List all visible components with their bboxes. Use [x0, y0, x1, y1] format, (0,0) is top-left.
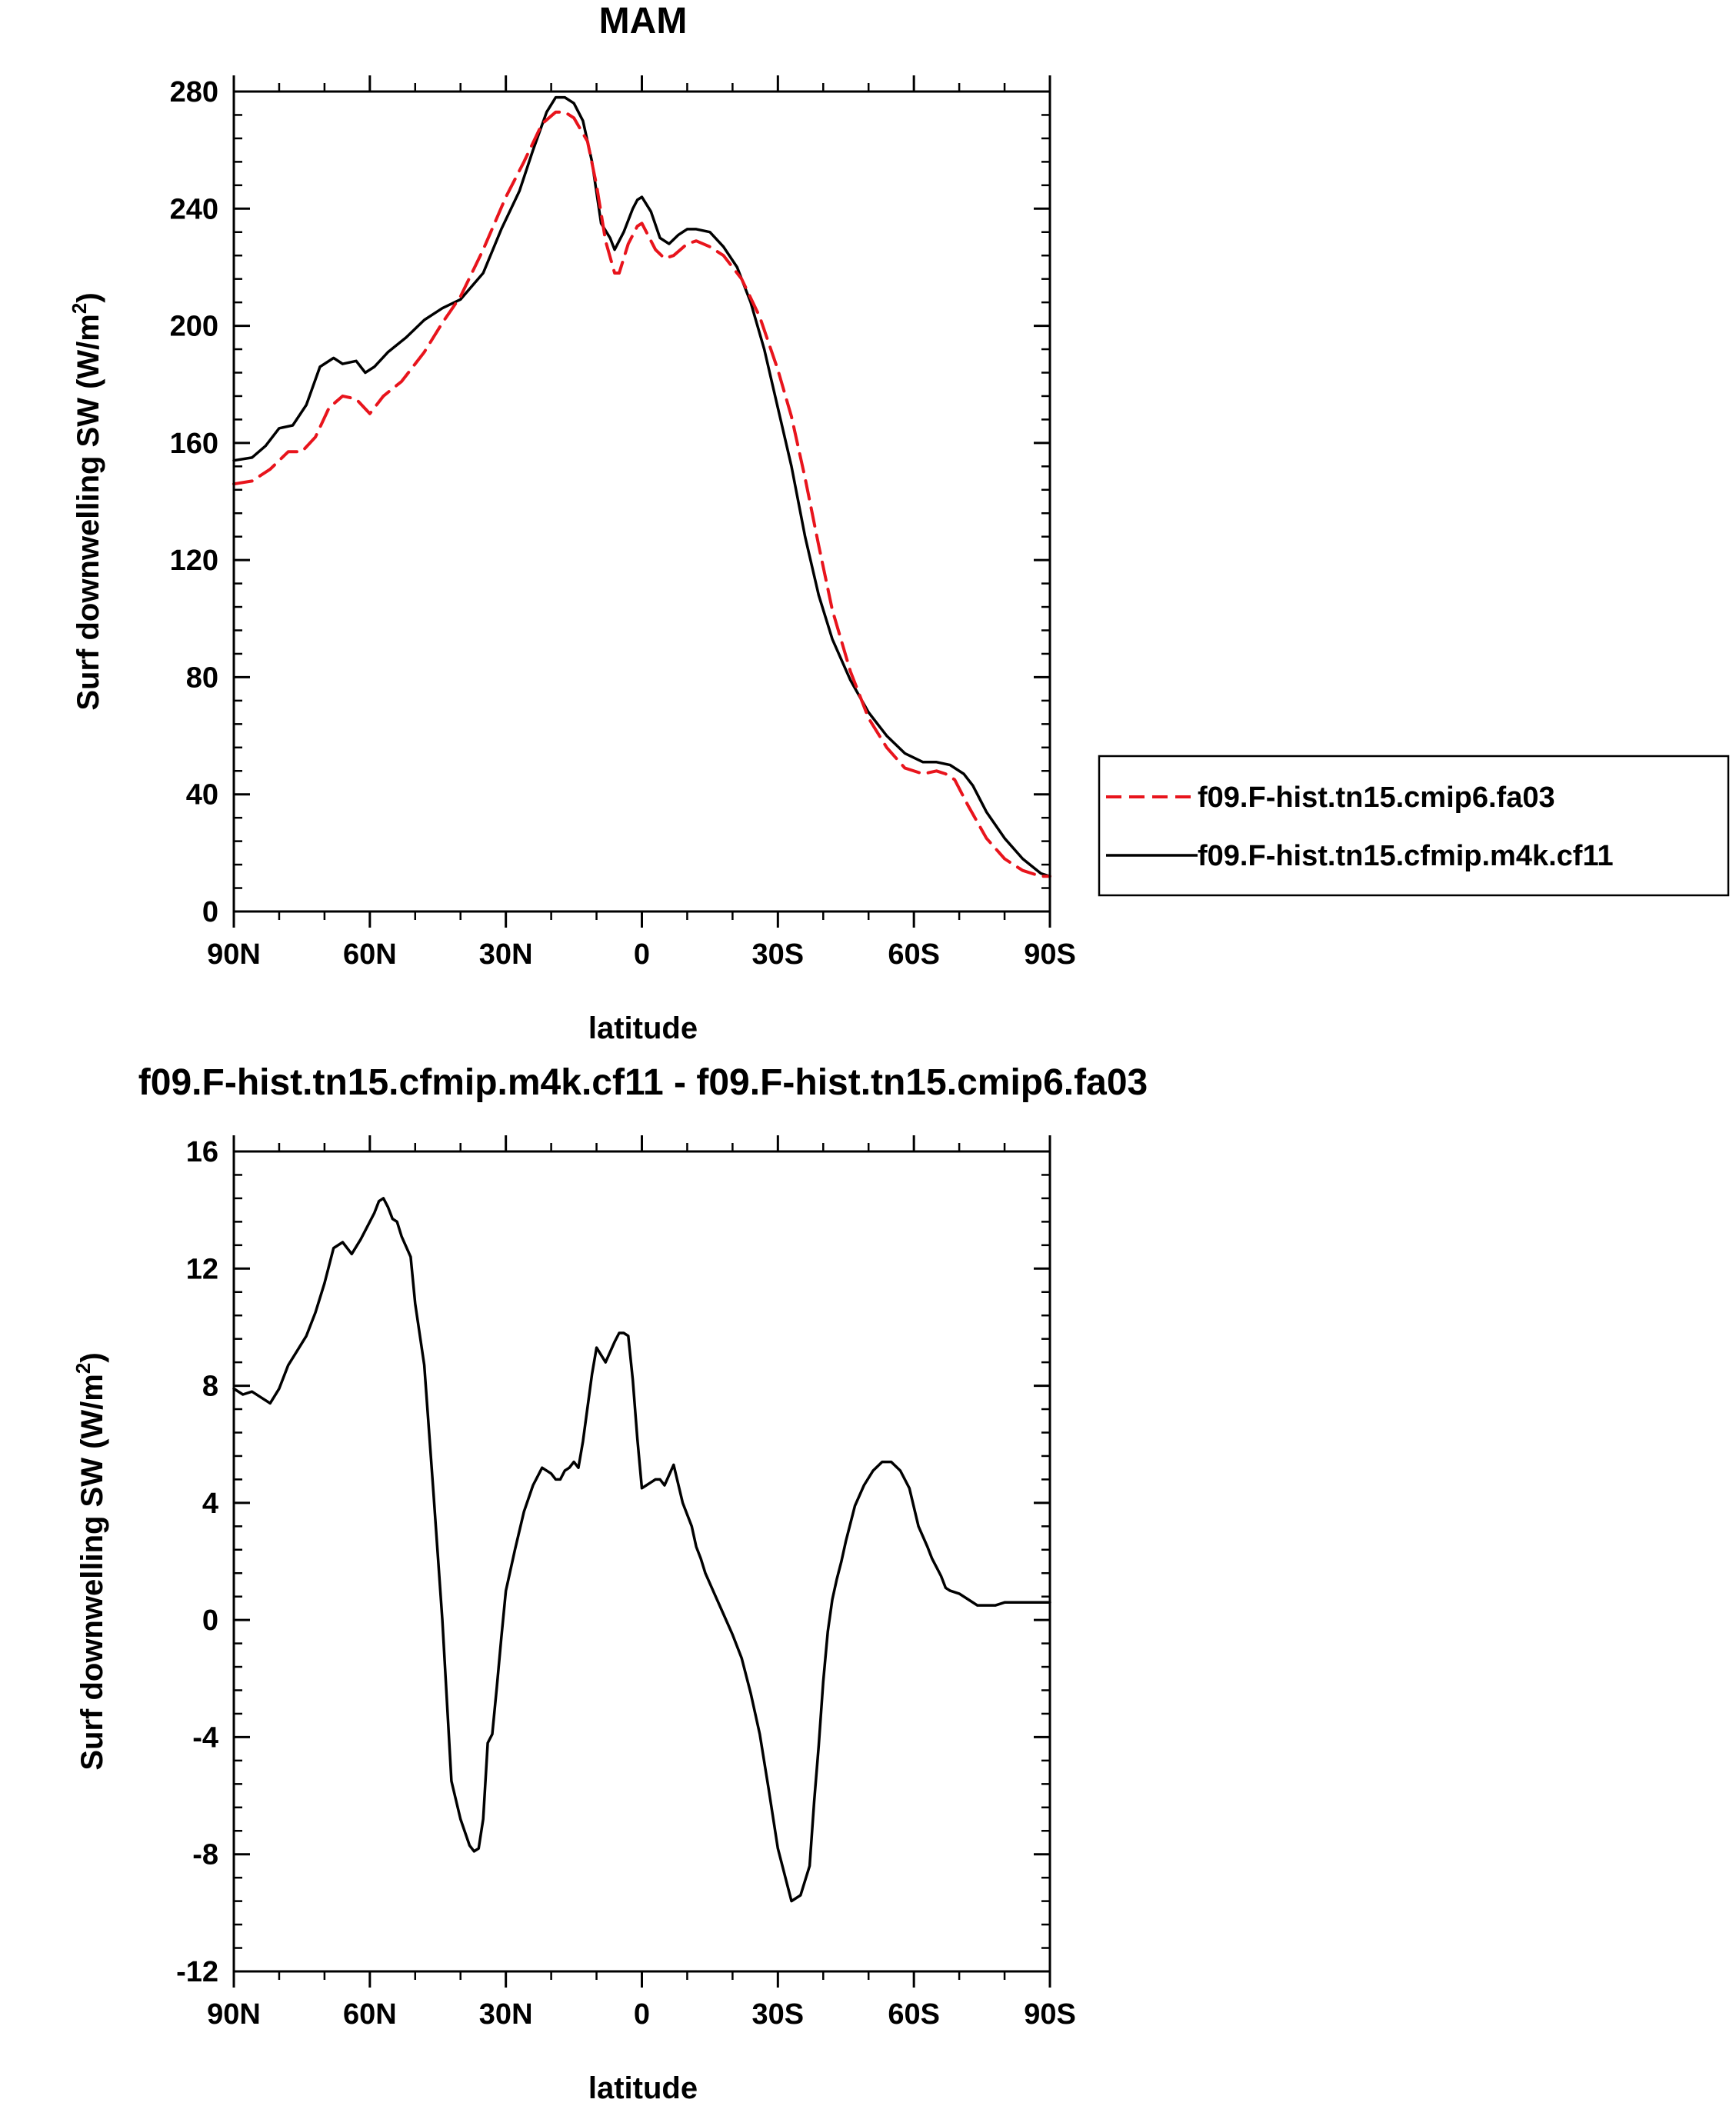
y-tick-label: 16 — [186, 1136, 218, 1168]
x-tick-label: 90S — [1024, 1998, 1076, 2031]
y-tick-label: 0 — [202, 1604, 218, 1637]
y-tick-label: 160 — [170, 428, 218, 460]
x-tick-label: 90N — [207, 938, 261, 971]
legend-label-cmip6: f09.F-hist.tn15.cmip6.fa03 — [1198, 781, 1555, 814]
y-tick-label: -12 — [176, 1956, 218, 1988]
y-tick-label: 4 — [202, 1488, 218, 1520]
x-tick-label: 60N — [343, 938, 397, 971]
y-tick-label: 40 — [186, 779, 218, 811]
legend-label-cfmip: f09.F-hist.tn15.cfmip.m4k.cf11 — [1198, 840, 1614, 872]
y-tick-labels: 0 40 80 120 160 200 240 280 — [170, 76, 218, 928]
x-tick-labels: 90N 60N 30N 0 30S 60S 90S — [207, 938, 1076, 971]
y-tick-label: -8 — [192, 1839, 218, 1871]
chart-title-mam: MAM — [599, 1, 688, 42]
y-axis-label-main: Surf downwelling SW (W/m — [75, 1374, 109, 1771]
y-axis-label-main: Surf downwelling SW (W/m — [72, 314, 105, 711]
y-tick-label: 240 — [170, 193, 218, 225]
series-line-difference — [232, 1197, 1051, 1903]
y-tick-label: 80 — [186, 661, 218, 694]
y-tick-label: 200 — [170, 311, 218, 343]
y-axis-label-close: ) — [72, 292, 105, 302]
series-lines — [232, 1197, 1051, 1903]
minor-ticks — [234, 1143, 1050, 1980]
minor-ticks — [234, 83, 1050, 920]
y-tick-label: 12 — [186, 1253, 218, 1285]
x-tick-label: 0 — [634, 938, 650, 971]
plot-frame — [232, 1150, 1051, 1973]
y-tick-labels: -12 -8 -4 0 4 8 12 16 — [176, 1136, 218, 1988]
chart-title-difference: f09.F-hist.tn15.cfmip.m4k.cf11 - f09.F-h… — [138, 1062, 1148, 1103]
major-ticks — [232, 75, 1051, 928]
y-tick-label: 8 — [202, 1371, 218, 1403]
x-tick-labels: 90N 60N 30N 0 30S 60S 90S — [207, 1998, 1076, 2031]
x-tick-label: 90N — [207, 1998, 261, 2031]
y-tick-label: -4 — [192, 1721, 218, 1754]
major-ticks — [232, 1135, 1051, 1988]
y-axis-label: Surf downwelling SW (W/m2) — [72, 1352, 109, 1770]
x-tick-label: 30N — [479, 1998, 533, 2031]
panel-difference: f09.F-hist.tn15.cfmip.m4k.cf11 - f09.F-h… — [72, 1062, 1148, 2105]
x-tick-label: 30S — [752, 938, 805, 971]
legend-box — [1098, 755, 1730, 897]
y-axis-label-close: ) — [75, 1352, 109, 1362]
x-tick-label: 0 — [634, 1998, 650, 2031]
y-tick-label: 280 — [170, 76, 218, 108]
x-tick-label: 60S — [888, 938, 940, 971]
series-line-cmip6-dashed — [232, 110, 1051, 878]
y-tick-label: 0 — [202, 896, 218, 928]
x-tick-label: 60S — [888, 1998, 940, 2031]
y-axis-label-sup: 2 — [72, 1363, 95, 1374]
y-axis-label: Surf downwelling SW (W/m2) — [68, 292, 105, 710]
panel-mam: MAM 0 40 80 120 160 200 240 280 90N 60N 30N 0 30S 60… — [68, 1, 1730, 1045]
y-axis-label-sup: 2 — [68, 303, 91, 314]
y-tick-label: 120 — [170, 545, 218, 577]
series-lines — [232, 95, 1051, 878]
x-axis-label: latitude — [588, 1011, 698, 1045]
x-tick-label: 60N — [343, 1998, 397, 2031]
x-axis-label: latitude — [588, 2071, 698, 2105]
x-tick-label: 30S — [752, 1998, 805, 2031]
series-line-cfmip-solid — [232, 95, 1051, 878]
x-tick-label: 90S — [1024, 938, 1076, 971]
plot-frame — [232, 90, 1051, 913]
legend: f09.F-hist.tn15.cmip6.fa03 f09.F-hist.tn… — [1098, 755, 1730, 897]
x-tick-label: 30N — [479, 938, 533, 971]
